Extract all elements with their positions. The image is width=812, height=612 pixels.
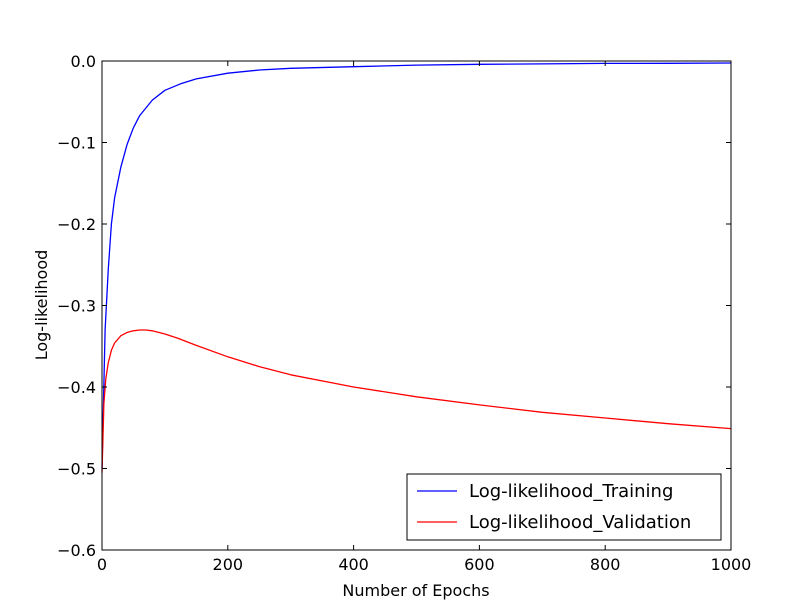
x-tick-label: 0 — [97, 555, 107, 574]
tick-layer: 0 200 400 600 800 1000 0.0 −0.1 −0.2 −0.3 −0.4 −0.5… — [57, 52, 751, 574]
legend: Log-likelihood_Training Log-likelihood_Va… — [406, 473, 722, 541]
series-layer — [101, 62, 732, 473]
y-tick-label: −0.3 — [57, 297, 96, 316]
y-tick-label: −0.4 — [57, 378, 96, 397]
series-line-1 — [101, 329, 732, 473]
x-tick-label: 800 — [590, 555, 621, 574]
x-tick-label: 200 — [213, 555, 244, 574]
x-axis-label: Number of Epochs — [342, 581, 489, 600]
legend-label: Log-likelihood_Validation — [469, 512, 691, 533]
y-tick-label: 0.0 — [71, 52, 96, 71]
y-axis-label: Log-likelihood — [32, 250, 51, 361]
y-tick-label: −0.1 — [57, 134, 96, 153]
legend-label: Log-likelihood_Training — [469, 481, 673, 502]
plot-area — [102, 61, 731, 550]
y-tick-label: −0.2 — [57, 215, 96, 234]
x-tick-label: 600 — [464, 555, 495, 574]
x-tick-label: 400 — [338, 555, 369, 574]
legend-box — [406, 473, 722, 541]
plot-frame — [101, 60, 732, 551]
series-line-0 — [101, 62, 732, 469]
y-tick-label: −0.5 — [57, 460, 96, 479]
x-tick-label: 1000 — [711, 555, 752, 574]
y-tick-label: −0.6 — [57, 541, 96, 560]
